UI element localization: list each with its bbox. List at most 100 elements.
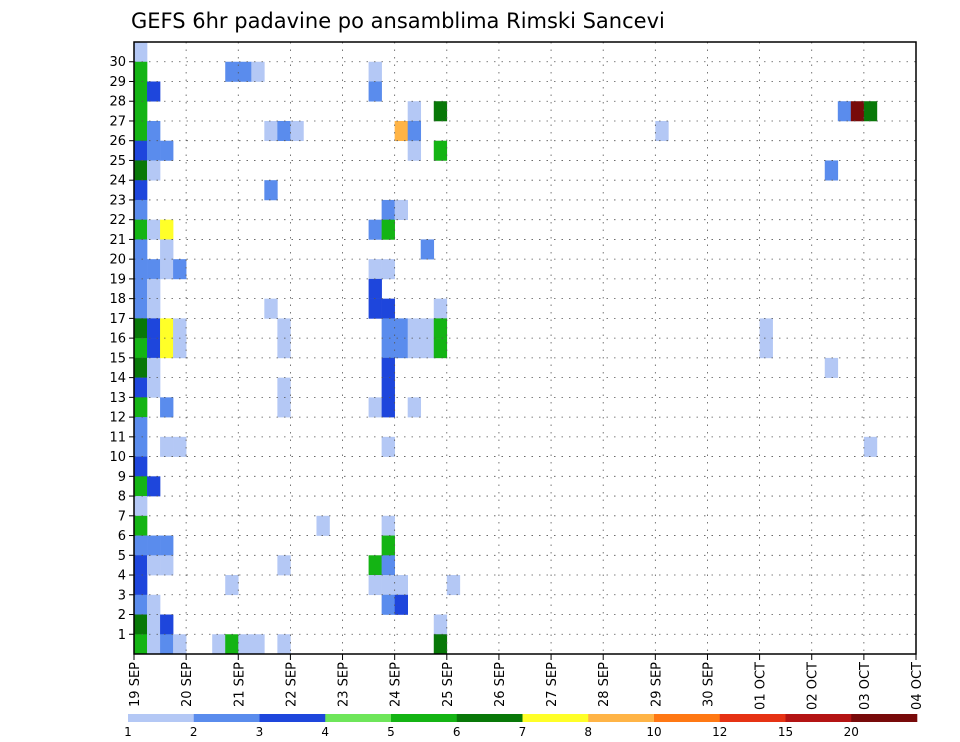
x-tick-label: 20 SEP <box>180 662 195 707</box>
heatmap-cell <box>160 318 174 339</box>
heatmap-cell <box>134 338 148 359</box>
legend-swatch <box>456 714 523 722</box>
y-tick-label: 27 <box>109 114 126 129</box>
y-tick-label: 6 <box>118 529 126 544</box>
heatmap-cell <box>134 594 148 615</box>
heatmap-cell <box>134 436 148 457</box>
heatmap-cell <box>134 120 148 142</box>
y-tick-label: 21 <box>109 233 126 248</box>
heatmap-cell <box>264 180 278 201</box>
heatmap-cell <box>147 338 161 359</box>
heatmap-cell <box>316 515 330 536</box>
heatmap-cell <box>134 614 148 635</box>
heatmap-cell <box>368 61 382 82</box>
heatmap-cell <box>134 476 148 497</box>
heatmap-cell <box>134 535 148 556</box>
heatmap-cell <box>147 259 161 280</box>
heatmap-cell <box>134 239 148 260</box>
x-tick-label: 29 SEP <box>649 662 664 707</box>
heatmap-cell <box>134 140 148 161</box>
heatmap-cell <box>160 555 174 576</box>
grid-lines <box>134 42 916 654</box>
heatmap-cell <box>759 338 773 359</box>
x-tick-label: 28 SEP <box>597 662 612 707</box>
heatmap-cell <box>160 535 174 556</box>
legend-swatch <box>851 714 918 722</box>
heatmap-cell <box>147 476 161 497</box>
heatmap-cell <box>381 594 395 615</box>
y-tick-label: 29 <box>109 75 126 90</box>
heatmap-cells <box>134 42 878 655</box>
heatmap-cell <box>381 338 395 359</box>
heatmap-cell <box>134 180 148 201</box>
x-tick-label: 21 SEP <box>232 662 247 707</box>
y-tick-label: 5 <box>118 549 126 564</box>
heatmap-cell <box>277 555 291 576</box>
legend-label: 2 <box>190 725 198 739</box>
heatmap-cell <box>407 397 422 418</box>
legend-swatch <box>785 714 852 722</box>
y-tick-label: 9 <box>118 470 126 485</box>
heatmap-cell <box>134 278 148 299</box>
heatmap-cell <box>381 515 395 536</box>
heatmap-cell <box>407 101 422 122</box>
legend-swatch <box>522 714 589 722</box>
heatmap-cell <box>368 259 382 280</box>
heatmap-cell <box>381 357 395 378</box>
y-tick-label: 24 <box>109 174 126 189</box>
chart-title: GEFS 6hr padavine po ansamblima Rimski S… <box>131 9 665 33</box>
heatmap-cell <box>368 555 382 576</box>
y-tick-label: 7 <box>118 509 126 524</box>
heatmap-cell <box>394 594 408 615</box>
y-tick-label: 19 <box>109 272 126 287</box>
x-axis: 19 SEP 20 SEP 21 SEP 22 SEP 23 SEP 24 SEP 25 S… <box>128 654 925 710</box>
heatmap-cell <box>160 614 174 635</box>
y-tick-label: 23 <box>109 193 126 208</box>
y-tick-label: 16 <box>109 332 126 347</box>
heatmap-cell <box>368 278 382 299</box>
heatmap-cell <box>134 42 148 63</box>
y-tick-label: 10 <box>109 450 126 465</box>
heatmap-cell <box>147 555 161 576</box>
heatmap-cell <box>863 101 878 122</box>
heatmap-cell <box>160 259 174 280</box>
legend-label: 15 <box>778 725 793 739</box>
legend-swatch <box>391 714 458 722</box>
heatmap-cell <box>264 298 278 319</box>
x-tick-label: 30 SEP <box>701 662 716 707</box>
heatmap-cell <box>277 634 291 655</box>
heatmap-cell <box>368 575 382 596</box>
y-tick-label: 25 <box>109 154 126 169</box>
y-tick-label: 4 <box>118 569 126 584</box>
heatmap-cell <box>824 160 839 181</box>
heatmap-cell <box>381 377 395 398</box>
heatmap-cell <box>381 298 395 319</box>
heatmap-cell <box>173 634 187 655</box>
heatmap-cell <box>147 81 161 102</box>
x-tick-label: 04 OCT <box>910 662 925 710</box>
heatmap-cell <box>134 417 148 438</box>
y-tick-label: 17 <box>109 312 126 327</box>
heatmap-cell <box>225 61 239 82</box>
heatmap-cell <box>238 61 252 82</box>
heatmap-cell <box>225 634 239 655</box>
heatmap-cell <box>850 101 865 122</box>
heatmap-cell <box>134 160 148 181</box>
heatmap-cell <box>134 61 148 82</box>
heatmap-cell <box>433 338 448 359</box>
heatmap-cell <box>381 535 395 556</box>
heatmap-cell <box>147 219 161 240</box>
heatmap-cell <box>381 436 395 457</box>
legend-swatch <box>325 714 392 722</box>
legend-swatch <box>654 714 721 722</box>
y-tick-label: 14 <box>109 371 126 386</box>
y-tick-label: 18 <box>109 292 126 307</box>
y-tick-label: 30 <box>109 55 126 70</box>
heatmap-cell <box>824 357 839 378</box>
heatmap-cell <box>407 120 422 142</box>
heatmap-cell <box>134 199 148 220</box>
heatmap-cell <box>277 377 291 398</box>
heatmap-cell <box>173 259 187 280</box>
legend-swatch <box>588 714 655 722</box>
